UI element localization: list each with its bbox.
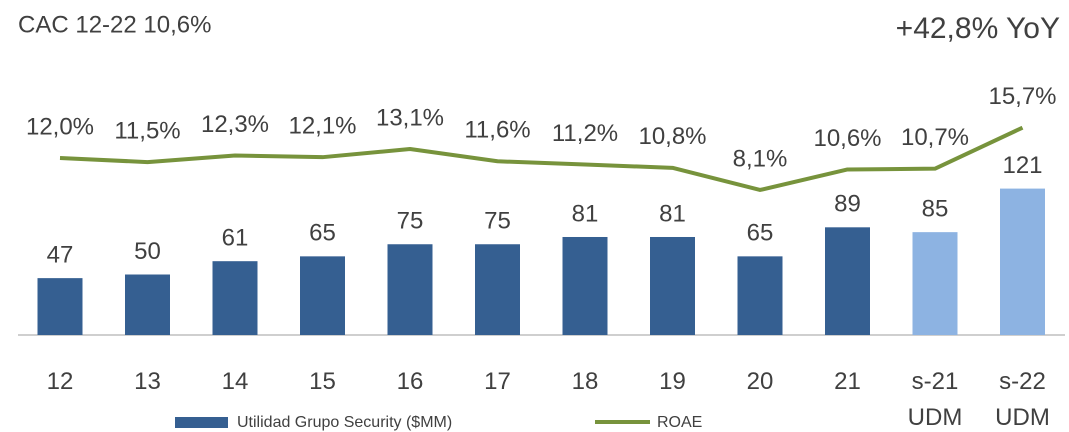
- line-label: 8,1%: [733, 145, 788, 172]
- x-tick-label: 16: [396, 368, 424, 395]
- x-tick-label: 17: [484, 368, 511, 395]
- bar: [912, 232, 958, 335]
- line-label: 12,0%: [26, 113, 94, 140]
- bar-label: 85: [922, 195, 949, 222]
- x-tick-label: 20: [746, 368, 774, 395]
- x-tick-label: 15: [309, 368, 336, 395]
- line-label: 15,7%: [988, 83, 1056, 110]
- bar: [125, 274, 170, 335]
- bar: [650, 236, 695, 335]
- x-tick-label: 14: [221, 368, 249, 395]
- line-label: 10,7%: [901, 124, 969, 151]
- line-label: 11,6%: [464, 117, 530, 144]
- bar: [212, 261, 258, 335]
- x-tick-label: 19: [659, 368, 686, 395]
- line-label: 11,5%: [114, 117, 180, 144]
- bar-label: 61: [222, 225, 249, 252]
- x-tick-label: s-21 UDM: [907, 368, 963, 431]
- line-label: 12,3%: [201, 111, 269, 138]
- annotation: CAC 12-22 10,6%: [18, 11, 211, 38]
- x-tick-label: 13: [134, 368, 161, 395]
- bar-label: 81: [572, 200, 599, 227]
- bar-label: 47: [47, 241, 74, 268]
- bar-label: 65: [309, 220, 336, 247]
- bar: [300, 256, 345, 335]
- bar-label: 81: [659, 200, 686, 227]
- line-label: 11,2%: [552, 120, 618, 147]
- line: [59, 125, 1024, 192]
- line-label: 10,8%: [638, 123, 706, 150]
- x-tick-label: 18: [571, 368, 599, 395]
- bar-label: 75: [484, 208, 511, 235]
- bar-label: 89: [834, 191, 861, 218]
- bar: [475, 244, 520, 335]
- annotation: +42,8% YoY: [896, 12, 1060, 45]
- legend-swatch: [175, 417, 228, 428]
- bar-label: 75: [397, 208, 424, 235]
- line-label: 13,1%: [376, 104, 444, 131]
- bar-label: 65: [747, 220, 774, 247]
- x-tick-label: s-22 UDM: [995, 368, 1050, 431]
- line-label: 10,6%: [813, 125, 881, 152]
- legend-label: Utilidad Grupo Security ($MM): [237, 414, 452, 431]
- bar-label: 121: [1002, 152, 1042, 179]
- bar: [37, 278, 83, 335]
- bar: [1000, 188, 1045, 335]
- bar: [737, 256, 783, 335]
- bar: [825, 227, 870, 335]
- bar: [387, 244, 433, 335]
- bar: [562, 236, 608, 335]
- legend-label: ROAE: [657, 414, 702, 431]
- bar-label: 50: [134, 238, 161, 265]
- x-tick-label: 21: [834, 368, 861, 395]
- x-tick-label: 12: [46, 368, 74, 395]
- line-label: 12,1%: [288, 113, 356, 140]
